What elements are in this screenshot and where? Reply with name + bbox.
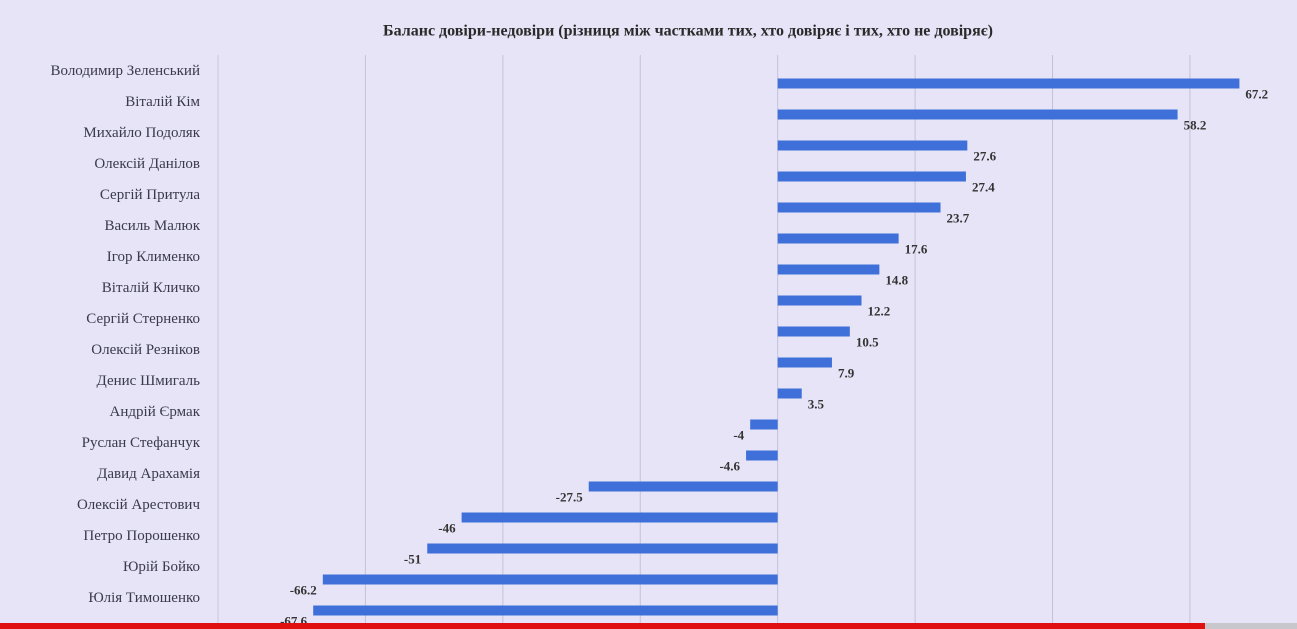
category-label: Сергій Притула xyxy=(100,187,200,203)
value-label: -46 xyxy=(438,520,456,535)
category-label: Василь Малюк xyxy=(104,218,200,234)
category-label: Володимир Зеленський xyxy=(51,63,200,79)
bar xyxy=(461,512,778,523)
progress-track xyxy=(1205,623,1297,629)
value-label: 10.5 xyxy=(856,334,879,349)
value-label: 3.5 xyxy=(808,396,825,411)
category-label: Олексій Данілов xyxy=(94,156,200,172)
bar xyxy=(777,109,1178,120)
category-label: Михайло Подоляк xyxy=(83,125,200,141)
value-label: -66.2 xyxy=(290,582,317,597)
category-label: Денис Шмигаль xyxy=(97,373,201,389)
bar xyxy=(313,605,778,616)
category-label: Олексій Арестович xyxy=(77,497,200,513)
value-label: 12.2 xyxy=(868,303,891,318)
bar xyxy=(750,419,778,430)
value-label: 14.8 xyxy=(885,272,908,287)
category-label: Юлія Тимошенко xyxy=(88,590,200,606)
category-label: Юрій Бойко xyxy=(123,559,200,575)
category-label: Ігор Клименко xyxy=(107,249,200,265)
value-label: 27.6 xyxy=(973,148,996,163)
category-label: Руслан Стефанчук xyxy=(82,435,201,451)
bar xyxy=(777,295,862,306)
category-label: Олексій Резніков xyxy=(91,342,200,358)
bar xyxy=(746,450,778,461)
value-label: 7.9 xyxy=(838,365,855,380)
category-label: Віталій Кличко xyxy=(102,280,200,296)
value-label: -4.6 xyxy=(719,458,740,473)
value-label: -27.5 xyxy=(556,489,584,504)
bar xyxy=(777,140,968,151)
category-label: Андрій Єрмак xyxy=(110,404,201,420)
value-label: 17.6 xyxy=(905,241,928,256)
value-label: 23.7 xyxy=(947,210,970,225)
bar xyxy=(777,326,850,337)
value-label: -51 xyxy=(404,551,421,566)
bar xyxy=(322,574,778,585)
bar xyxy=(777,202,941,213)
progress-bar xyxy=(0,623,1205,629)
plot-area: Володимир Зеленський 67.2 Віталій Кім 58.2 М… xyxy=(51,55,1268,629)
bar xyxy=(777,264,880,275)
value-label: -4 xyxy=(733,427,744,442)
category-label: Віталій Кім xyxy=(125,94,200,110)
bar xyxy=(777,357,832,368)
value-label: 27.4 xyxy=(972,179,995,194)
value-label: 67.2 xyxy=(1245,86,1268,101)
bar xyxy=(588,481,778,492)
chart-title: Баланс довіри-недовіри (різниця між част… xyxy=(383,23,993,40)
bar xyxy=(777,388,802,399)
category-label: Петро Порошенко xyxy=(83,528,200,544)
bar xyxy=(427,543,778,554)
category-label: Сергій Стерненко xyxy=(86,311,200,327)
bar xyxy=(777,233,899,244)
bar xyxy=(777,78,1240,89)
value-label: 58.2 xyxy=(1184,117,1207,132)
category-label: Давид Арахамія xyxy=(97,466,200,482)
bar xyxy=(777,171,966,182)
